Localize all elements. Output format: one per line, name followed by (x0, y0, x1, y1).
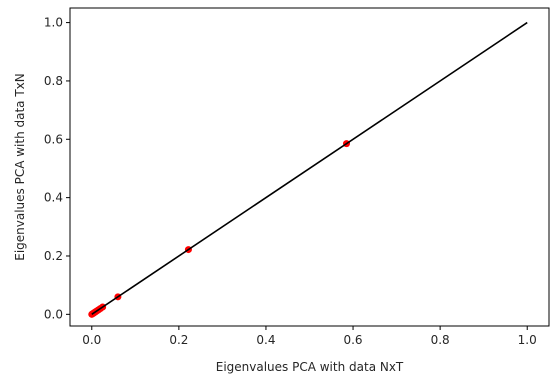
reference-line (91, 21, 528, 315)
plot-area (69, 7, 550, 327)
y-tick-label: 0.2 (44, 249, 63, 263)
x-axis-label: Eigenvalues PCA with data NxT (216, 360, 404, 374)
y-tick-label: 0.0 (44, 307, 63, 321)
x-tick-label: 0.6 (343, 333, 362, 347)
y-axis-ticks: 0.0 0.2 0.4 0.6 0.8 1.0 (44, 16, 70, 321)
x-tick-label: 0.4 (256, 333, 275, 347)
x-axis-ticks: 0.0 0.2 0.4 0.6 0.8 1.0 (82, 326, 537, 347)
y-axis-label: Eigenvalues PCA with data TxN (13, 73, 27, 261)
y-tick-label: 0.6 (44, 132, 63, 146)
y-tick-label: 0.4 (44, 191, 63, 205)
x-tick-label: 0.2 (169, 333, 188, 347)
x-tick-label: 1.0 (518, 333, 537, 347)
x-tick-label: 0.0 (82, 333, 101, 347)
axes-frame (69, 7, 550, 327)
y-tick-label: 1.0 (44, 16, 63, 30)
x-tick-label: 0.8 (431, 333, 450, 347)
y-tick-label: 0.8 (44, 74, 63, 88)
